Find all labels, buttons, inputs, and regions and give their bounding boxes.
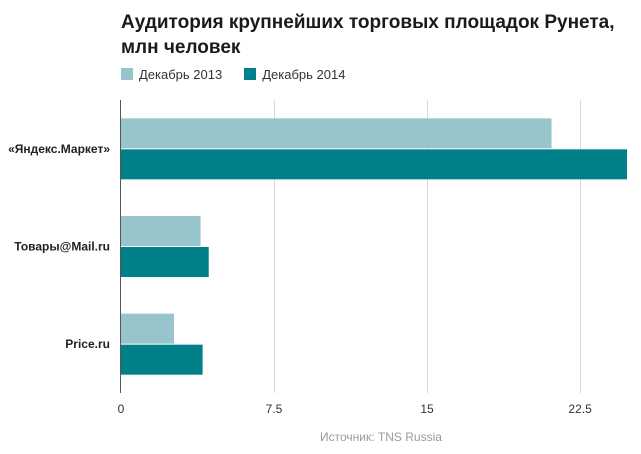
legend: Декабрь 2013 Декабрь 2014 xyxy=(121,65,367,83)
bar xyxy=(121,118,552,149)
x-tick-label: 7.5 xyxy=(266,402,283,416)
bar xyxy=(121,149,627,180)
bar xyxy=(121,216,201,246)
bar xyxy=(121,313,175,344)
legend-swatch-2014 xyxy=(244,68,257,80)
legend-label-2013: Декабрь 2013 xyxy=(139,66,223,82)
category-label: Price.ru xyxy=(65,337,110,351)
legend-swatch-2013 xyxy=(121,68,133,80)
x-tick-label: 0 xyxy=(118,402,125,416)
bar xyxy=(121,344,203,375)
x-tick-label: 22.5 xyxy=(568,402,592,416)
legend-item-2013: Декабрь 2013 xyxy=(121,67,222,82)
source-note: Источник: TNS Russia xyxy=(320,430,442,444)
legend-item-2014: Декабрь 2014 xyxy=(244,67,345,82)
bar xyxy=(121,247,209,277)
category-label: «Яндекс.Маркет» xyxy=(8,142,110,156)
category-label: Товары@Mail.ru xyxy=(14,240,110,254)
chart-title: Аудитория крупнейших торговых площадок Р… xyxy=(121,12,615,58)
legend-label-2014: Декабрь 2014 xyxy=(262,66,346,82)
x-tick-label: 15 xyxy=(420,402,434,416)
